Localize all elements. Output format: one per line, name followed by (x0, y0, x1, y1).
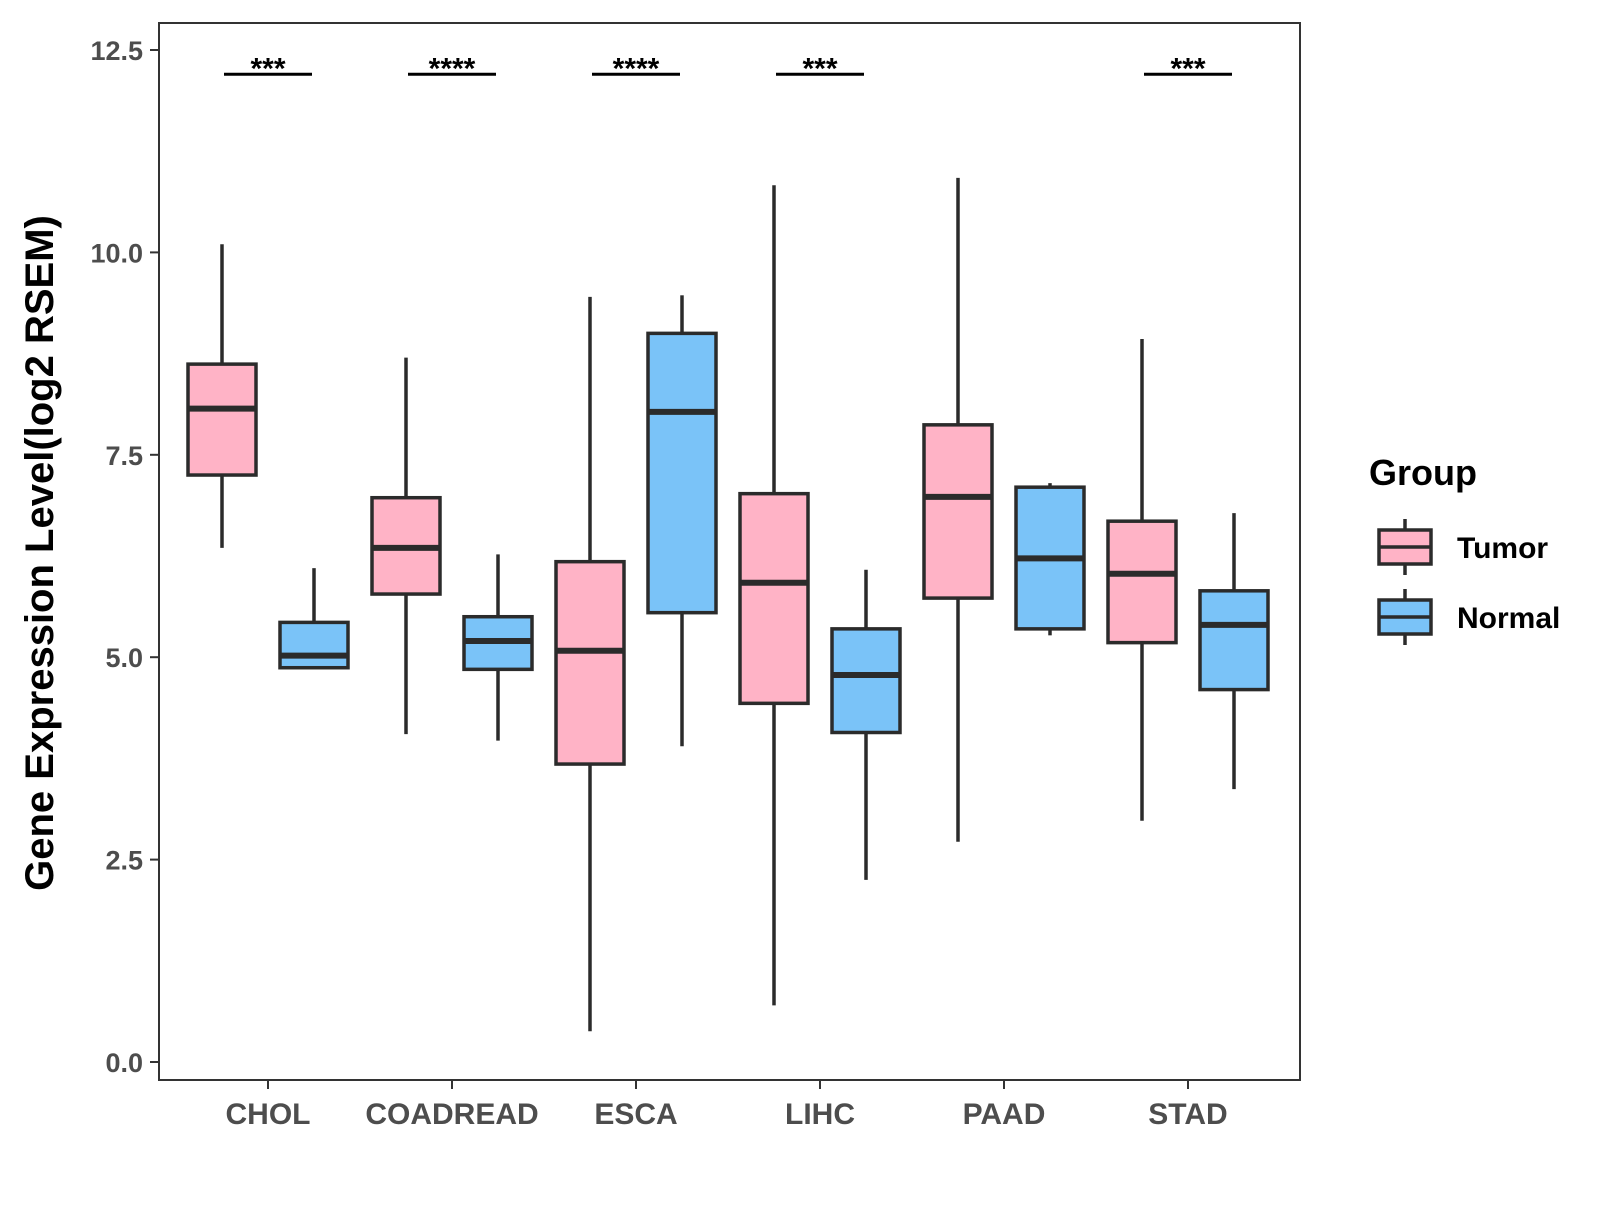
box-tumor-paad (922, 177, 994, 842)
box-body (554, 559, 626, 766)
plot-layer: 0.0 2.5 5.0 7.5 10.0 12.5 CHOL COADREAD ESCA LIHC… (90, 22, 1301, 1131)
box-normal-lihc (830, 569, 902, 880)
x-tick-label-stad: STAD (1148, 1098, 1227, 1131)
legend-label-normal: Normal (1457, 602, 1560, 635)
legend-item-tumor: Tumor (1377, 519, 1548, 575)
y-tick-label: 2.5 (105, 846, 143, 876)
x-tick-label-coadread: COADREAD (365, 1098, 538, 1131)
box-body (278, 620, 350, 670)
plot-panel-border (158, 22, 1301, 1081)
box-body (738, 491, 810, 706)
significance-label-chol: *** (250, 52, 285, 85)
legend-item-normal: Normal (1377, 589, 1560, 645)
significance-label-lihc: *** (802, 52, 837, 85)
x-tick-label-chol: CHOL (226, 1098, 311, 1131)
box-body (922, 423, 994, 600)
y-tick-label: 10.0 (90, 238, 143, 268)
legend-label-tumor: Tumor (1457, 532, 1548, 565)
x-tick-label-esca: ESCA (594, 1098, 677, 1131)
box-tumor-lihc (738, 185, 810, 1006)
box-tumor-stad (1106, 339, 1178, 821)
box-normal-paad (1014, 483, 1086, 636)
significance-label-esca: **** (613, 52, 660, 85)
legend: Tumor Normal (1377, 519, 1560, 645)
box-tumor-coadread (370, 357, 442, 735)
box-normal-esca (646, 295, 718, 747)
box-body (646, 331, 718, 615)
significance-label-coadread: **** (429, 52, 476, 85)
box-tumor-esca (554, 296, 626, 1032)
y-axis-title: Gene Expression Level(log2 RSEM) (18, 215, 62, 891)
box-body (186, 362, 258, 477)
y-tick-label: 5.0 (105, 643, 143, 673)
y-tick-label: 0.0 (105, 1048, 143, 1078)
legend-title: Group (1369, 452, 1477, 493)
y-tick-label: 7.5 (105, 441, 143, 471)
box-normal-coadread (462, 554, 534, 741)
x-tick-label-paad: PAAD (963, 1098, 1046, 1131)
y-tick-label: 12.5 (90, 36, 143, 66)
significance-label-stad: *** (1170, 52, 1205, 85)
box-body (830, 627, 902, 735)
box-normal-chol (278, 568, 350, 670)
box-tumor-chol (186, 244, 258, 548)
box-body (1198, 589, 1270, 692)
x-tick-label-lihc: LIHC (785, 1098, 855, 1131)
box-normal-stad (1198, 513, 1270, 790)
box-body (1106, 519, 1178, 645)
